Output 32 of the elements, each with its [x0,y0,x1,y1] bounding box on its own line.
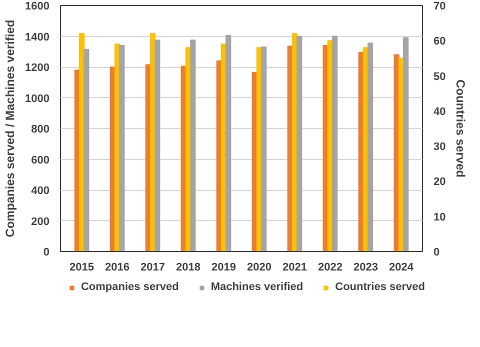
x-tick-label: 2017 [140,262,166,274]
legend-label: Companies served [80,281,179,293]
y-tick-label: 1600 [25,0,50,12]
x-tick-label: 2024 [388,262,414,274]
y-tick-label: 1200 [25,62,50,74]
y2-tick-label: 50 [434,70,446,83]
y2-tick-label: 60 [434,36,446,48]
y-tick-label: 600 [31,154,50,166]
y2-tick-label: 20 [434,176,446,188]
y-tick-label: 400 [31,185,50,197]
legend-label: Machines verified [210,281,304,293]
x-tick-label: 2018 [176,262,201,274]
x-tick-label: 2020 [247,262,272,274]
x-tick-label: 2019 [212,262,236,274]
y-axis-title: Companies served / Machines verified [3,20,18,238]
y2-tick-label: 70 [434,0,446,12]
y2-tick-label: 40 [434,106,446,118]
y2-tick-label: 10 [434,211,446,224]
y2-axis-title: Countries served [454,79,468,178]
y-tick-label: 200 [31,216,50,228]
x-tick-label: 2021 [282,262,307,274]
y-tick-label: 1400 [25,31,50,44]
y2-tick-label: 30 [434,141,446,154]
x-tick-label: 2023 [353,262,378,274]
y-tick-label: 0 [43,246,50,258]
y-tick-label: 1000 [25,92,50,105]
legend-label: Countries served [335,281,426,293]
x-tick-label: 2022 [318,262,342,274]
x-tick-label: 2016 [105,262,130,274]
x-tick-label: 2015 [70,262,94,274]
y2-tick-label: 0 [434,246,440,258]
y-tick-label: 800 [31,124,50,136]
